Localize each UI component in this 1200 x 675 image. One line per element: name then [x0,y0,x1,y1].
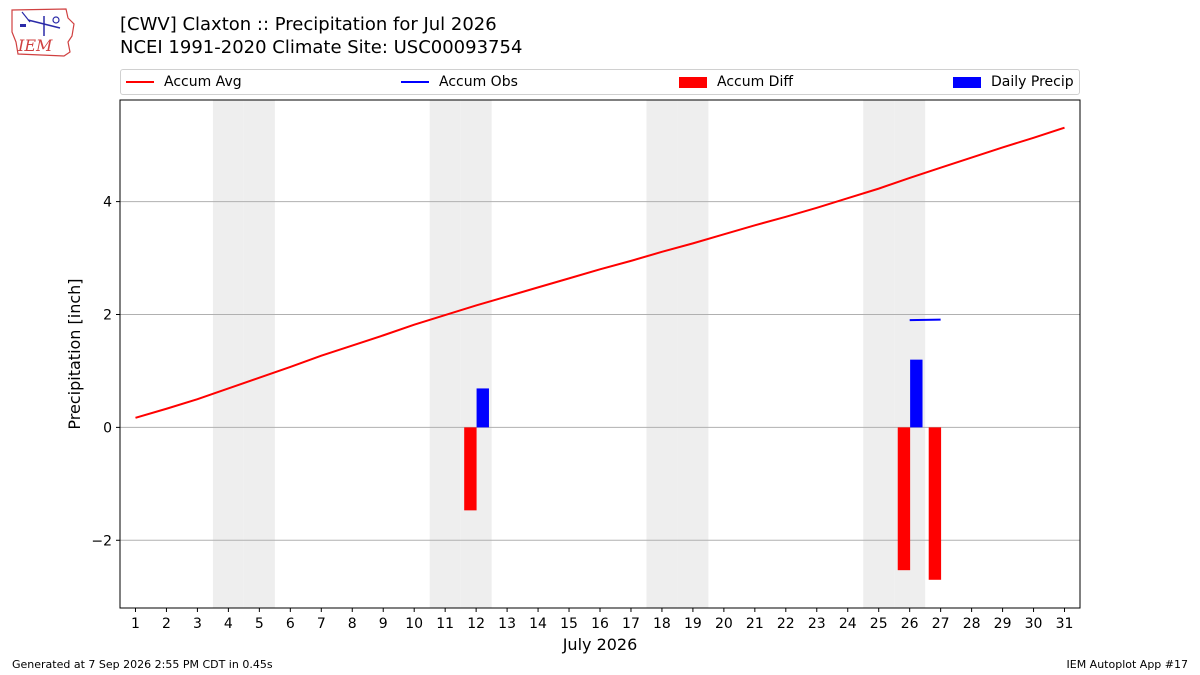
x-tick-label: 22 [777,616,795,632]
legend-item-accum-diff: Accum Diff [679,70,793,94]
x-axis-label: July 2026 [562,635,638,654]
legend-item-accum-avg: Accum Avg [126,70,242,94]
x-tick-label: 19 [684,616,702,632]
accum-avg-line [135,126,1065,419]
plot-frame [119,99,1081,609]
legend-item-daily-precip: Daily Precip [953,70,1074,94]
x-tick-label: 31 [1056,616,1074,632]
x-tick-label: 16 [591,616,609,632]
footer-app: IEM Autoplot App #17 [1066,658,1189,671]
legend-swatch-accum-obs [401,81,429,83]
x-tick-label: 8 [348,616,357,632]
weekend-band [646,100,678,608]
x-tick-label: 29 [994,616,1012,632]
x-tick-label: 24 [839,616,857,632]
x-tick-label: 21 [746,616,764,632]
x-tick-label: 4 [224,616,233,632]
legend-label-accum-obs: Accum Obs [439,74,518,90]
y-tick-label: −2 [91,533,112,549]
accum-diff-bar [464,427,477,511]
x-tick-label: 7 [317,616,326,632]
weekend-band [243,100,275,608]
x-tick-label: 14 [529,616,547,632]
chart-title: [CWV] Claxton :: Precipitation for Jul 2… [120,14,497,35]
x-tick-label: 3 [193,616,202,632]
accum-diff-bar [928,427,942,580]
x-tick-label: 2 [162,616,171,632]
x-tick-label: 6 [286,616,295,632]
x-tick-label: 20 [715,616,733,632]
x-tick-label: 30 [1025,616,1043,632]
x-tick-label: 15 [560,616,578,632]
x-tick-label: 11 [436,616,454,632]
x-tick-label: 26 [901,616,919,632]
legend-label-accum-avg: Accum Avg [164,74,242,90]
x-tick-label: 1 [131,616,140,632]
x-tick-label: 18 [653,616,671,632]
weekend-band [212,100,244,608]
x-tick-label: 10 [405,616,423,632]
x-tick-label: 9 [379,616,388,632]
weekend-band [677,100,709,608]
legend: Accum Avg Accum Obs Accum Diff Daily Pre… [120,69,1080,95]
accum-diff-bar [897,427,911,571]
legend-item-accum-obs: Accum Obs [401,70,518,94]
x-tick-label: 12 [467,616,485,632]
legend-swatch-accum-avg [126,81,154,83]
iem-logo: IEM [11,8,75,57]
y-tick-label: 0 [103,420,112,436]
y-axis-label: Precipitation [inch] [65,278,84,429]
logo-text: IEM [17,36,53,55]
x-tick-label: 17 [622,616,640,632]
y-tick-label: 2 [103,307,112,323]
x-tick-label: 5 [255,616,264,632]
x-tick-label: 28 [963,616,981,632]
daily-precip-bar [476,388,489,428]
footer-generated: Generated at 7 Sep 2026 2:55 PM CDT in 0… [12,658,273,671]
accum-obs-line [909,318,941,322]
x-tick-label: 23 [808,616,826,632]
weekend-band [460,100,492,608]
legend-swatch-daily-precip [953,76,981,88]
x-tick-label: 25 [870,616,888,632]
legend-swatch-accum-diff [679,76,707,88]
weekend-band [863,100,895,608]
legend-label-daily-precip: Daily Precip [991,74,1074,90]
weekend-band [429,100,461,608]
y-tick-label: 4 [103,195,112,211]
chart-subtitle: NCEI 1991-2020 Climate Site: USC00093754 [120,37,523,58]
daily-precip-bar [910,359,923,428]
legend-label-accum-diff: Accum Diff [717,74,794,90]
x-tick-label: 13 [498,616,516,632]
x-tick-label: 27 [932,616,950,632]
